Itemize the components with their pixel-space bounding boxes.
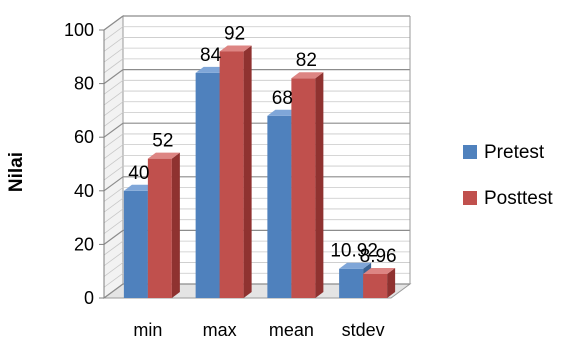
bar-top: [291, 72, 324, 79]
legend-swatch-pretest: [463, 145, 477, 159]
category-label-max: max: [203, 320, 237, 340]
gridline-side: [103, 122, 124, 138]
gridline-side: [103, 165, 124, 181]
bar-top: [147, 152, 180, 159]
gridline-side: [103, 187, 124, 202]
y-tick-label: 20: [74, 234, 94, 254]
category-label-mean: mean: [269, 320, 314, 340]
gridline-side: [103, 229, 124, 245]
gridline-side: [103, 101, 124, 117]
legend-label-posttest: Posttest: [484, 188, 553, 209]
gridline-side: [103, 133, 124, 149]
gridline-side: [103, 26, 124, 42]
x-axis-categories: min max mean stdev: [133, 320, 384, 340]
legend: Pretest Posttest: [463, 142, 553, 209]
gridline-side: [103, 144, 124, 159]
bar-pretest-min: [123, 190, 148, 298]
data-label: 52: [152, 131, 173, 152]
category-label-stdev: stdev: [342, 320, 385, 340]
bar-side: [171, 152, 180, 298]
gridline-side: [103, 176, 124, 192]
gridline-side: [103, 69, 124, 85]
bar-side: [243, 45, 252, 298]
y-tick-label: 0: [84, 288, 94, 308]
gridline-side: [103, 112, 124, 127]
y-axis-ticks: 0 20 40 60 80 100: [64, 20, 105, 308]
legend-swatch-posttest: [463, 191, 477, 205]
y-tick-label: 100: [64, 20, 94, 40]
data-label: 40: [128, 163, 149, 184]
data-label: 82: [296, 50, 317, 71]
gridline-side: [103, 58, 124, 74]
gridline-side: [103, 90, 124, 106]
gridline-side: [103, 283, 124, 299]
y-tick-label: 40: [74, 181, 94, 201]
gridline-side: [103, 219, 124, 235]
bar-top: [363, 267, 396, 274]
gridline-side: [103, 208, 124, 224]
data-label: 84: [200, 45, 222, 66]
bar-posttest-max: [219, 51, 244, 298]
gridline-side: [103, 155, 124, 170]
bar-posttest-mean: [291, 78, 316, 299]
gridline-side: [103, 37, 124, 52]
legend-label-pretest: Pretest: [484, 142, 545, 163]
bar-side: [315, 72, 324, 299]
bar-posttest-stdev: [363, 273, 388, 298]
gridline-side: [103, 197, 124, 213]
data-label: 92: [224, 23, 245, 44]
gridline-side: [103, 251, 124, 267]
gridline-side: [103, 47, 124, 63]
data-label: 10.92: [330, 241, 378, 262]
category-label-min: min: [133, 320, 162, 340]
data-label: 68: [272, 88, 293, 109]
gridline-side: [103, 15, 124, 31]
y-tick-label: 80: [74, 74, 94, 94]
y-axis-title: Nilai: [6, 152, 27, 192]
bars: [123, 45, 396, 299]
gridline-side: [103, 79, 124, 95]
bar-posttest-min: [147, 158, 172, 298]
gridline-side: [103, 240, 124, 256]
bar-top: [219, 45, 252, 52]
gridline-side: [103, 272, 124, 288]
bar-top: [339, 262, 372, 269]
y-tick-label: 60: [74, 127, 94, 147]
bar-pretest-max: [195, 72, 220, 298]
data-label: 8.96: [360, 246, 397, 267]
gridline-side: [103, 262, 124, 277]
bar-pretest-stdev: [339, 268, 364, 298]
bar-pretest-mean: [267, 115, 292, 298]
bar-side: [387, 267, 396, 298]
